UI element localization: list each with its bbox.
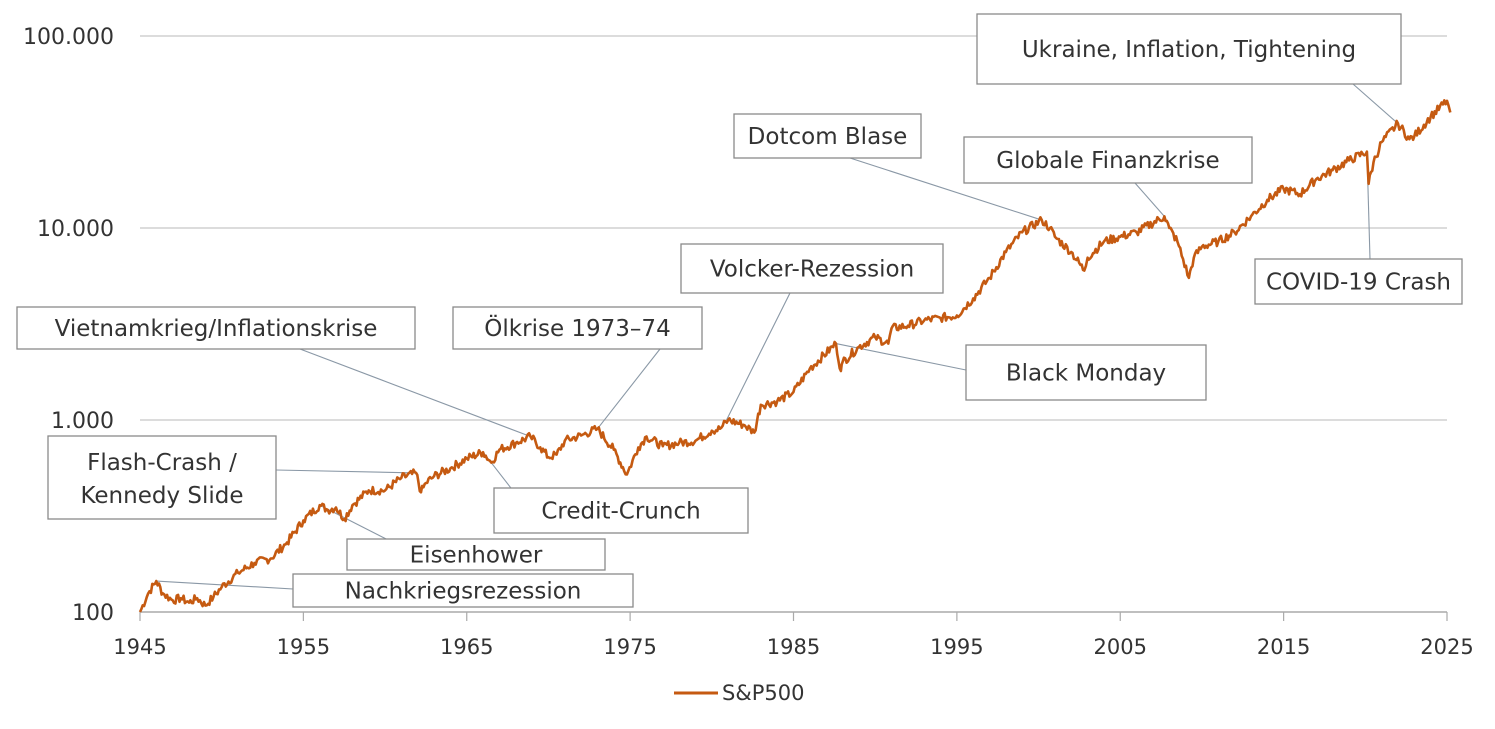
annotation-label-10: Eisenhower <box>410 543 543 569</box>
annotation-box-0 <box>976 13 1402 85</box>
x-tick-label-1955: 1955 <box>277 635 330 659</box>
annotation-box-11 <box>292 573 634 608</box>
annotation-leader-8 <box>275 469 417 474</box>
annotation-box-6 <box>452 306 703 350</box>
annotations: Ukraine, Inflation, Tightening Dotcom Bla… <box>16 13 1463 608</box>
annotation-box-2 <box>963 136 1253 184</box>
annotation-box-3 <box>1254 258 1463 305</box>
y-tick-label-10000: 10.000 <box>37 217 114 242</box>
legend: S&P500 <box>674 681 804 705</box>
x-tick-label-1945: 1945 <box>113 635 166 659</box>
y-tick-label-100000: 100.000 <box>23 25 114 50</box>
y-tick-label-1000: 1.000 <box>51 409 114 434</box>
annotation-label-2: Globale Finanzkrise <box>996 148 1219 174</box>
annotation-label-1: Dotcom Blase <box>748 124 908 150</box>
x-tick-label-1995: 1995 <box>930 635 983 659</box>
annotation-box-8 <box>47 435 277 520</box>
annotation-box-9 <box>493 487 749 534</box>
x-tick-label-1985: 1985 <box>767 635 820 659</box>
x-tick-label-2005: 2005 <box>1094 635 1147 659</box>
annotation-box-4 <box>680 243 944 294</box>
annotation-box-10 <box>346 538 606 571</box>
x-tick-label-2025: 2025 <box>1420 635 1473 659</box>
annotation-leader-6 <box>597 348 661 430</box>
annotation-leader-11 <box>156 580 311 591</box>
series-layer <box>138 99 1452 613</box>
annotation-label-3: COVID-19 Crash <box>1266 270 1451 296</box>
annotation-box-5 <box>16 306 416 350</box>
annotation-leader-0 <box>1352 83 1399 124</box>
annotation-label-5: Vietnamkrieg/Inflationskrise <box>55 316 378 342</box>
x-tick-label-1965: 1965 <box>440 635 493 659</box>
y-tick-label-100: 100 <box>72 601 114 626</box>
x-tick-label-2015: 2015 <box>1257 635 1310 659</box>
axes: 100 1.000 10.000 100.000 1945 1955 1965 1975 198… <box>23 25 1474 659</box>
annotation-label-8-line2: Kennedy Slide <box>80 483 243 509</box>
annotation-label-4: Volcker-Rezession <box>710 257 914 283</box>
annotation-leader-2 <box>1134 182 1165 217</box>
annotation-label-6: Ölkrise 1973–74 <box>484 314 670 342</box>
legend-label-0: S&P500 <box>722 681 804 705</box>
annotation-label-7: Black Monday <box>1006 361 1166 387</box>
annotation-label-9: Credit-Crunch <box>541 499 700 525</box>
annotation-box-1 <box>733 113 922 159</box>
annotation-leader-7 <box>835 343 967 371</box>
annotation-leader-1 <box>849 157 1042 221</box>
series-line-0 <box>138 99 1452 613</box>
annotation-leader-5 <box>299 348 531 438</box>
annotation-label-11: Nachkriegsrezession <box>345 579 582 605</box>
annotation-leader-4 <box>726 292 791 421</box>
x-tick-label-1975: 1975 <box>603 635 656 659</box>
annotation-label-0: Ukraine, Inflation, Tightening <box>1022 37 1356 63</box>
annotation-box-7 <box>965 344 1207 401</box>
annotation-label-8: Flash-Crash / <box>87 450 237 476</box>
